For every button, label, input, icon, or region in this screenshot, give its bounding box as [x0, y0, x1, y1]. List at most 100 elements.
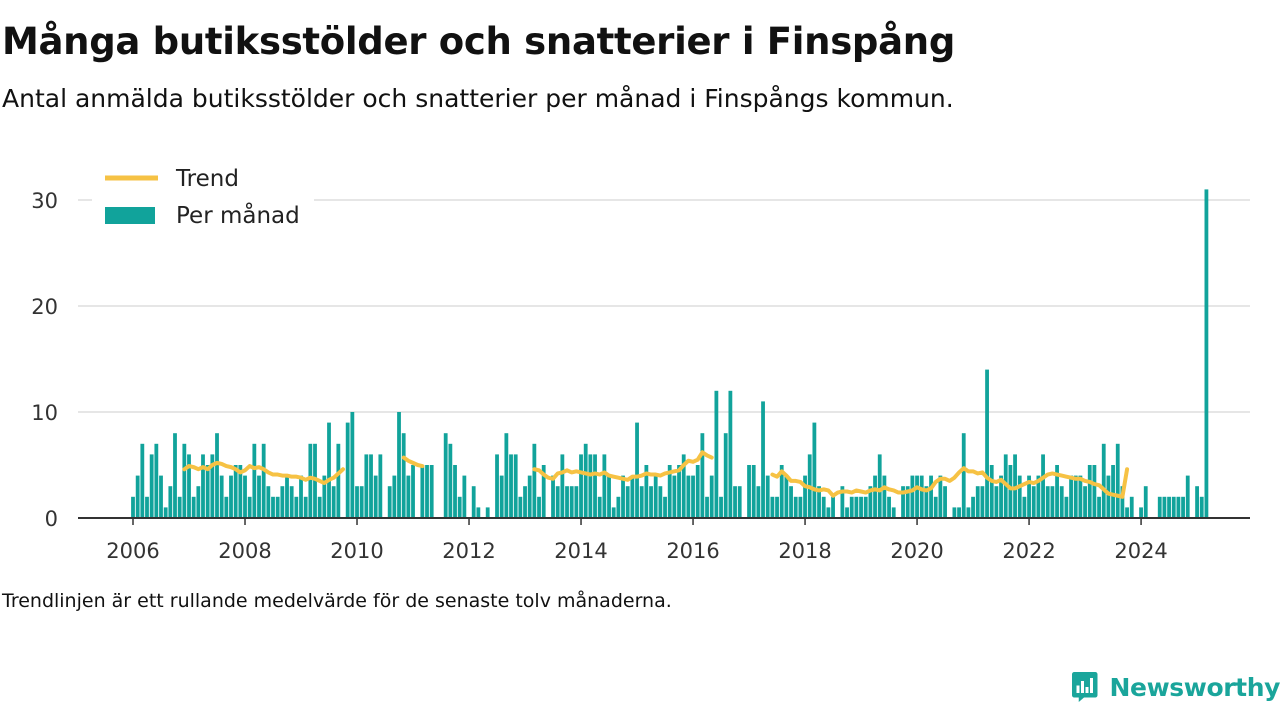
- bar: [149, 454, 154, 518]
- bar: [233, 465, 238, 518]
- bar: [1008, 465, 1013, 518]
- bar: [551, 475, 555, 518]
- bar: [649, 486, 653, 518]
- bar: [1204, 189, 1209, 518]
- bar: [919, 475, 924, 518]
- bar: [635, 422, 639, 518]
- y-tick-label: 10: [31, 401, 58, 425]
- newsworthy-logo-icon: [1072, 672, 1098, 702]
- bar: [607, 475, 611, 518]
- bar: [644, 465, 649, 518]
- bar: [691, 475, 695, 518]
- bar: [812, 422, 817, 518]
- trend-line: [182, 460, 346, 486]
- bar: [243, 475, 247, 518]
- bar: [135, 475, 140, 518]
- bar: [140, 443, 145, 518]
- bar: [154, 443, 159, 518]
- legend-bar-swatch: [105, 207, 155, 224]
- x-tick-label: 2020: [890, 539, 943, 563]
- bar: [653, 475, 658, 518]
- chart-title: Många butiksstölder och snatterier i Fin…: [2, 20, 955, 63]
- bar: [873, 475, 877, 518]
- bar: [252, 443, 257, 518]
- bar: [565, 486, 569, 518]
- bar: [1073, 475, 1078, 518]
- bar: [714, 390, 719, 518]
- x-tick-label: 2012: [442, 539, 495, 563]
- x-tick-label: 2014: [554, 539, 607, 563]
- bar: [1022, 496, 1027, 518]
- bar: [579, 454, 583, 518]
- bar: [747, 465, 751, 518]
- bar: [765, 475, 770, 518]
- bar: [280, 486, 285, 518]
- bar: [1176, 496, 1181, 518]
- bar: [887, 496, 891, 518]
- bar: [1162, 496, 1167, 518]
- bar: [285, 475, 289, 518]
- y-tick-label: 30: [31, 189, 58, 213]
- bar: [621, 475, 625, 518]
- bar: [821, 496, 826, 518]
- x-tick-label: 2022: [1002, 539, 1055, 563]
- bar: [1101, 443, 1106, 518]
- bar: [247, 496, 252, 518]
- bar: [663, 496, 667, 518]
- bar: [985, 369, 989, 518]
- bar: [1129, 496, 1134, 518]
- bar: [775, 496, 779, 518]
- legend: Trend Per månad: [92, 160, 314, 236]
- bar: [131, 496, 135, 518]
- bar: [168, 486, 173, 518]
- bar: [364, 454, 369, 518]
- bar: [518, 496, 523, 518]
- bar: [672, 475, 677, 518]
- bar: [299, 475, 303, 518]
- bar: [289, 486, 294, 518]
- bar: [849, 496, 854, 518]
- footnote: Trendlinjen är ett rullande medelvärde f…: [2, 590, 672, 612]
- bar: [532, 443, 537, 518]
- bar: [499, 475, 504, 518]
- bar: [322, 475, 327, 518]
- bar: [359, 486, 364, 518]
- bar: [527, 475, 532, 518]
- bar: [1181, 496, 1185, 518]
- y-tick-label: 20: [31, 295, 58, 319]
- x-tick-label: 2010: [330, 539, 383, 563]
- bar: [854, 496, 859, 518]
- trend-series: [182, 450, 1130, 499]
- trend-line: [532, 450, 714, 482]
- bar: [929, 475, 933, 518]
- bar: [471, 486, 476, 518]
- bar: [257, 475, 261, 518]
- bar: [537, 496, 541, 518]
- bar: [1195, 486, 1199, 518]
- bar: [1106, 475, 1111, 518]
- bar: [943, 486, 947, 518]
- bar: [163, 507, 168, 518]
- bar: [336, 443, 341, 518]
- bar: [891, 507, 896, 518]
- bar: [406, 475, 411, 518]
- bar: [583, 443, 588, 518]
- bar: [1050, 486, 1055, 518]
- bar: [1139, 507, 1143, 518]
- bar: [275, 496, 280, 518]
- bar: [602, 454, 607, 518]
- bar: [793, 496, 798, 518]
- bar: [616, 496, 621, 518]
- bar: [952, 507, 957, 518]
- bar: [961, 433, 966, 518]
- bar: [994, 486, 999, 518]
- bar: [723, 433, 728, 518]
- bar: [177, 496, 182, 518]
- bar: [378, 454, 383, 518]
- bar: [303, 496, 308, 518]
- bar: [625, 486, 630, 518]
- bar: [1125, 507, 1129, 518]
- bar: [355, 486, 359, 518]
- bar: [159, 475, 163, 518]
- bar: [1045, 486, 1050, 518]
